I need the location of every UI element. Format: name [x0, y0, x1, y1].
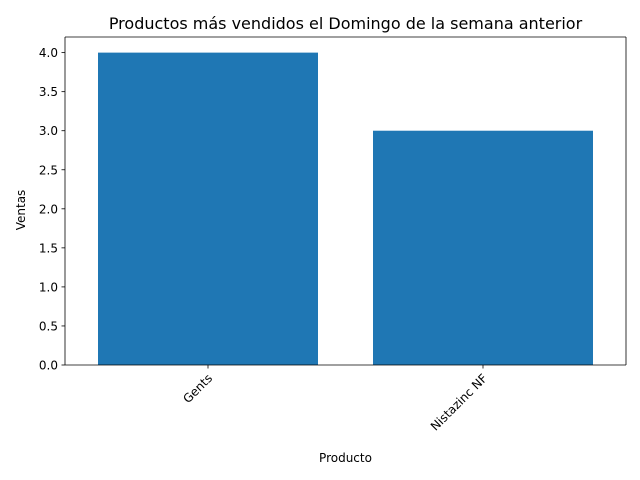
y-tick-label: 0.5 [39, 319, 58, 333]
y-axis-label: Ventas [14, 190, 28, 231]
y-tick-label: 2.0 [39, 202, 58, 216]
x-axis-label: Producto [319, 451, 372, 465]
x-tick-label: Nistazinc NF [428, 371, 490, 433]
y-tick-label: 0.0 [39, 359, 58, 373]
bar-nistazinc-nf [373, 130, 593, 365]
y-ticks-group: 0.0 0.5 1.0 1.5 2.0 2.5 3.0 3.5 4.0 [39, 46, 65, 373]
y-tick-label: 3.5 [39, 85, 58, 99]
bars-group [98, 52, 593, 365]
chart-title: Productos más vendidos el Domingo de la … [109, 14, 583, 33]
y-tick-label: 2.5 [39, 163, 58, 177]
x-ticks-group: Gents Nistazinc NF [180, 365, 490, 434]
y-tick-label: 4.0 [39, 46, 58, 60]
x-tick-label: Gents [180, 371, 215, 406]
axes-group [64, 36, 627, 366]
y-tick-label: 3.0 [39, 124, 58, 138]
y-tick-label: 1.5 [39, 241, 58, 255]
bar-gents [98, 52, 318, 365]
y-tick-label: 1.0 [39, 280, 58, 294]
